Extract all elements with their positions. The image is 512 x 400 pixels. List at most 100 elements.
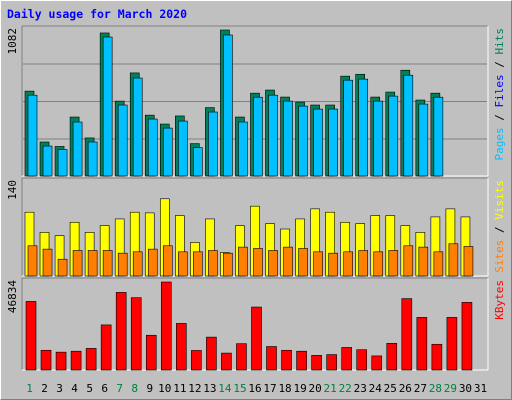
x-tick-label: 5 xyxy=(86,382,93,395)
bottom-bar-kbytes xyxy=(251,306,262,371)
middle-bar-sites xyxy=(298,248,308,277)
bottom-bar-kbytes xyxy=(371,355,383,371)
middle-bar-sites xyxy=(72,250,83,277)
top-bar-files xyxy=(433,96,444,177)
bottom-bar-kbytes xyxy=(221,352,232,371)
top-bar-files xyxy=(72,121,83,177)
bottom-bar-kbytes xyxy=(461,302,473,371)
middle-legend: Sites / Visits xyxy=(493,180,506,273)
bottom-bar-kbytes xyxy=(40,349,52,371)
x-tick-label: 24 xyxy=(369,382,383,395)
x-axis: 1 2 3 4 5 6 7 8 9 10 11 12 13 14 15 16 17 18 19 20 21 22 23 24 2… xyxy=(26,382,487,395)
top-bar-files xyxy=(132,77,143,177)
middle-bar-sites xyxy=(117,252,128,277)
bottom-bar-kbytes xyxy=(386,343,398,371)
x-tick-label: 16 xyxy=(248,382,261,395)
top-bar-files xyxy=(162,127,173,177)
bottom-bar-kbytes xyxy=(431,343,443,371)
middle-bar-sites xyxy=(223,252,233,277)
middle-bar-sites xyxy=(193,251,203,277)
middle-bar-sites xyxy=(403,245,414,277)
bottom-bar-kbytes xyxy=(401,298,413,371)
middle-bar-sites xyxy=(208,250,218,277)
middle-bar-sites xyxy=(373,251,384,277)
bottom-bar-kbytes xyxy=(356,349,368,371)
middle-bar-sites xyxy=(433,251,444,277)
bottom-bar-kbytes xyxy=(25,301,37,371)
middle-bar-sites xyxy=(418,246,429,277)
top-bar-files xyxy=(283,100,293,177)
top-bar-files xyxy=(208,111,218,177)
middle-bar-sites xyxy=(238,246,248,277)
top-bar-files xyxy=(268,94,278,177)
bottom-bar-kbytes xyxy=(85,348,97,371)
x-tick-label: 1 xyxy=(26,382,33,395)
middle-bar-sites xyxy=(132,251,143,277)
middle-bar-sites xyxy=(102,250,113,277)
x-tick-label: 17 xyxy=(263,382,276,395)
legend-item: Pages xyxy=(493,127,506,160)
middle-bar-sites xyxy=(313,251,323,277)
x-tick-label: 27 xyxy=(414,382,427,395)
top-bar-files xyxy=(403,74,414,177)
x-tick-label: 13 xyxy=(203,382,216,395)
top-bar-files xyxy=(147,118,158,177)
middle-bar-sites xyxy=(358,250,369,277)
bottom-bar-kbytes xyxy=(416,317,428,371)
x-tick-label: 25 xyxy=(384,382,397,395)
middle-bar-sites xyxy=(463,246,474,277)
x-tick-label: 4 xyxy=(71,382,78,395)
legend-item: Visits xyxy=(493,180,506,220)
top-bar-files xyxy=(117,104,128,177)
x-tick-label: 21 xyxy=(324,382,337,395)
x-tick-label: 9 xyxy=(146,382,153,395)
bottom-bar-kbytes xyxy=(206,336,217,371)
x-tick-label: 22 xyxy=(339,382,352,395)
legend-item: / xyxy=(493,55,506,75)
bottom-bar-kbytes xyxy=(266,346,277,371)
bottom-bar-kbytes xyxy=(281,349,292,371)
x-tick-label: 7 xyxy=(116,382,123,395)
top-bar-files xyxy=(102,36,113,177)
middle-bar-sites xyxy=(57,258,68,277)
bottom-bar-kbytes xyxy=(326,354,337,371)
middle-bar-sites xyxy=(328,252,338,277)
middle-bar-sites xyxy=(27,245,38,277)
bottom-legend: KBytes xyxy=(493,280,506,320)
x-tick-label: 20 xyxy=(309,382,322,395)
top-bar-files xyxy=(223,34,233,177)
top-bar-files xyxy=(193,147,203,177)
top-bar-files xyxy=(313,108,323,177)
middle-bar-sites xyxy=(343,251,353,277)
bottom-panel: 46834 KBytes xyxy=(6,277,506,371)
top-bar-files xyxy=(388,95,399,177)
legend-item: Files xyxy=(493,74,506,107)
x-tick-label: 6 xyxy=(101,382,108,395)
bottom-bar-kbytes xyxy=(115,292,127,371)
middle-bar-sites xyxy=(147,248,158,277)
x-tick-label: 23 xyxy=(354,382,367,395)
x-tick-label: 31 xyxy=(474,382,487,395)
legend-item: Sites xyxy=(493,240,506,273)
top-bar-files xyxy=(87,141,98,177)
top-bar-files xyxy=(373,100,384,177)
middle-bar-sites xyxy=(268,250,278,277)
x-tick-label: 14 xyxy=(218,382,232,395)
top-bar-files xyxy=(418,103,429,177)
legend-item: / xyxy=(493,220,506,240)
bottom-bar-kbytes xyxy=(341,347,352,371)
bottom-bar-kbytes xyxy=(130,297,142,371)
top-bar-files xyxy=(358,78,369,177)
middle-panel: 140 Sites / Visits xyxy=(6,177,506,277)
bottom-bar-kbytes xyxy=(311,355,322,371)
x-tick-label: 3 xyxy=(56,382,63,395)
legend-item: / xyxy=(493,108,506,128)
top-legend: Pages / Files / Hits xyxy=(493,28,506,161)
x-tick-label: 28 xyxy=(429,382,442,395)
bottom-bar-kbytes xyxy=(160,281,172,371)
bottom-ymax-label: 46834 xyxy=(6,280,19,313)
bottom-bar-kbytes xyxy=(176,323,187,371)
x-tick-label: 26 xyxy=(399,382,412,395)
middle-ymax-label: 140 xyxy=(6,180,19,200)
legend-item: Hits xyxy=(493,28,506,55)
